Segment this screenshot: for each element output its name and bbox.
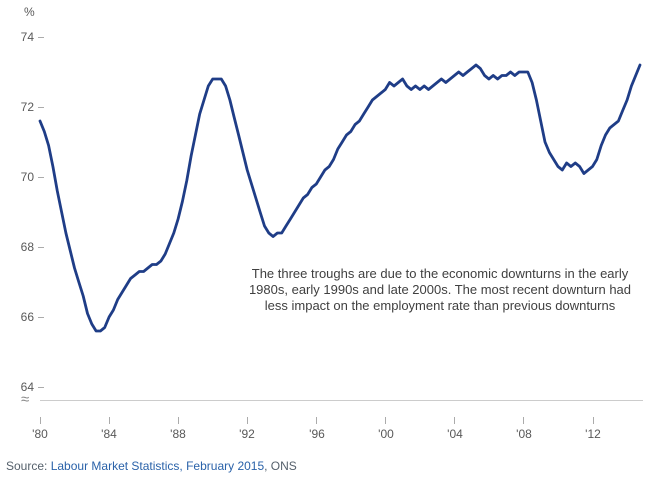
y-axis-tick-label: 74 — [20, 30, 34, 44]
y-axis-tick-label: 72 — [20, 100, 34, 114]
y-axis-unit-label: % — [24, 5, 35, 19]
x-axis-tick-label: '12 — [585, 427, 601, 441]
source-note: Source: Labour Market Statistics, Februa… — [6, 459, 297, 473]
x-axis-tick-label: '92 — [239, 427, 255, 441]
x-axis-tick-label: '00 — [378, 427, 394, 441]
x-axis-tick-label: '84 — [101, 427, 117, 441]
x-axis-tick-label: '04 — [447, 427, 463, 441]
annotation-line: The three troughs are due to the economi… — [251, 266, 629, 281]
source-prefix: Source: — [6, 459, 51, 473]
annotation-line: 1980s, early 1990s and late 2000s. The m… — [248, 282, 632, 297]
x-axis-tick-label: '88 — [170, 427, 186, 441]
x-axis-tick-label: '96 — [309, 427, 325, 441]
annotation-line: less impact on the employment rate than … — [264, 298, 616, 313]
annotation-text: The three troughs are due to the economi… — [236, 266, 644, 314]
y-axis-tick-label: 68 — [20, 240, 34, 254]
x-axis-tick-label: '80 — [32, 427, 48, 441]
employment-rate-line — [38, 63, 642, 333]
chart-canvas — [38, 37, 643, 424]
y-axis-tick-label: 64 — [20, 380, 34, 394]
source-suffix: , ONS — [264, 459, 297, 473]
y-axis-tick-label: 66 — [20, 310, 34, 324]
y-axis-tick-label: 70 — [20, 170, 34, 184]
x-axis-tick-label: '08 — [516, 427, 532, 441]
axis-break-icon: ≈ — [21, 391, 29, 408]
source-link[interactable]: Labour Market Statistics, February 2015 — [50, 459, 265, 473]
